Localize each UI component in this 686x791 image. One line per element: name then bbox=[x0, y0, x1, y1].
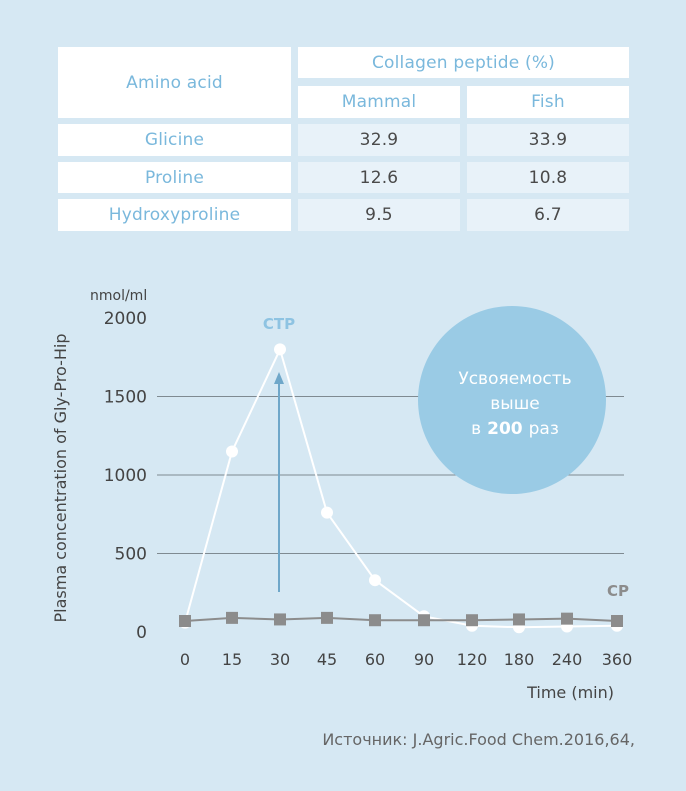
ctp-arrow bbox=[274, 372, 284, 592]
annotation-line2: выше bbox=[490, 394, 539, 414]
row-hydroxyproline-mammal: 9.5 bbox=[298, 199, 460, 231]
y-axis-label: Plasma concentration of Gly-Pro-Hip bbox=[51, 333, 70, 622]
cp-series-label: CP bbox=[607, 582, 629, 600]
annotation-line1: Усвояемость bbox=[458, 369, 571, 389]
cp-point-120 bbox=[466, 614, 478, 627]
cp-line bbox=[184, 616, 618, 623]
ctp-line bbox=[184, 346, 618, 629]
row-proline-mammal: 12.6 bbox=[298, 162, 460, 193]
cp-point-360 bbox=[611, 615, 623, 628]
fish-header: Fish bbox=[467, 86, 629, 118]
cp-point-15 bbox=[226, 611, 238, 624]
annotation-suffix: раз bbox=[529, 419, 559, 439]
source-citation: Источник: J.Agric.Food Chem.2016,64, bbox=[322, 730, 635, 749]
row-hydroxyproline-label: Hydroxyproline bbox=[58, 199, 291, 231]
ctp-point-60 bbox=[369, 574, 381, 587]
cp-point-0 bbox=[179, 615, 191, 628]
y-tick-1500: 1500 bbox=[104, 388, 147, 408]
y-tick-2000: 2000 bbox=[104, 309, 147, 329]
annotation-line3: в 200 раз bbox=[471, 419, 559, 439]
cp-point-60 bbox=[369, 614, 381, 627]
mammal-header: Mammal bbox=[298, 86, 460, 118]
cp-point-180 bbox=[513, 613, 525, 626]
x-axis-label: Time (min) bbox=[526, 683, 614, 702]
annotation-prefix: в bbox=[471, 419, 481, 439]
row-glicine-label: Glicine bbox=[58, 124, 291, 156]
y-tick-0: 0 bbox=[136, 623, 147, 643]
row-proline-label: Proline bbox=[58, 162, 291, 193]
x-tick-30: 30 bbox=[270, 650, 290, 669]
x-tick-60: 60 bbox=[365, 650, 385, 669]
row-glicine-mammal: 32.9 bbox=[298, 124, 460, 156]
cp-point-90 bbox=[418, 614, 430, 627]
amino-acid-header: Amino acid bbox=[58, 47, 291, 118]
x-tick-360: 360 bbox=[602, 650, 633, 669]
row-glicine-fish: 33.9 bbox=[467, 124, 629, 156]
x-tick-0: 0 bbox=[180, 650, 190, 669]
ctp-point-15 bbox=[226, 445, 238, 458]
cp-series bbox=[179, 611, 623, 628]
x-tick-120: 120 bbox=[457, 650, 488, 669]
annotation-bubble bbox=[418, 306, 606, 494]
x-tick-180: 180 bbox=[504, 650, 535, 669]
row-hydroxyproline-fish: 6.7 bbox=[467, 199, 629, 231]
cp-point-30 bbox=[274, 613, 286, 626]
collagen-peptide-header: Collagen peptide (%) bbox=[298, 47, 629, 78]
x-tick-90: 90 bbox=[414, 650, 434, 669]
annotation-number: 200 bbox=[487, 419, 523, 439]
y-unit-label: nmol/ml bbox=[90, 288, 147, 304]
ctp-point-30 bbox=[274, 343, 286, 356]
x-tick-15: 15 bbox=[222, 650, 242, 669]
x-tick-labels: 0 15 30 45 60 90 120 180 240 360 bbox=[180, 650, 632, 669]
row-proline-fish: 10.8 bbox=[467, 162, 629, 193]
x-tick-240: 240 bbox=[552, 650, 583, 669]
y-tick-500: 500 bbox=[115, 545, 147, 565]
y-tick-labels: 0 500 1000 1500 2000 bbox=[104, 309, 147, 643]
ctp-series-label: CTP bbox=[263, 315, 295, 333]
cp-point-240 bbox=[561, 612, 573, 625]
y-tick-1000: 1000 bbox=[104, 466, 147, 486]
x-tick-45: 45 bbox=[317, 650, 337, 669]
cp-point-45 bbox=[321, 611, 333, 624]
ctp-point-45 bbox=[321, 506, 333, 519]
